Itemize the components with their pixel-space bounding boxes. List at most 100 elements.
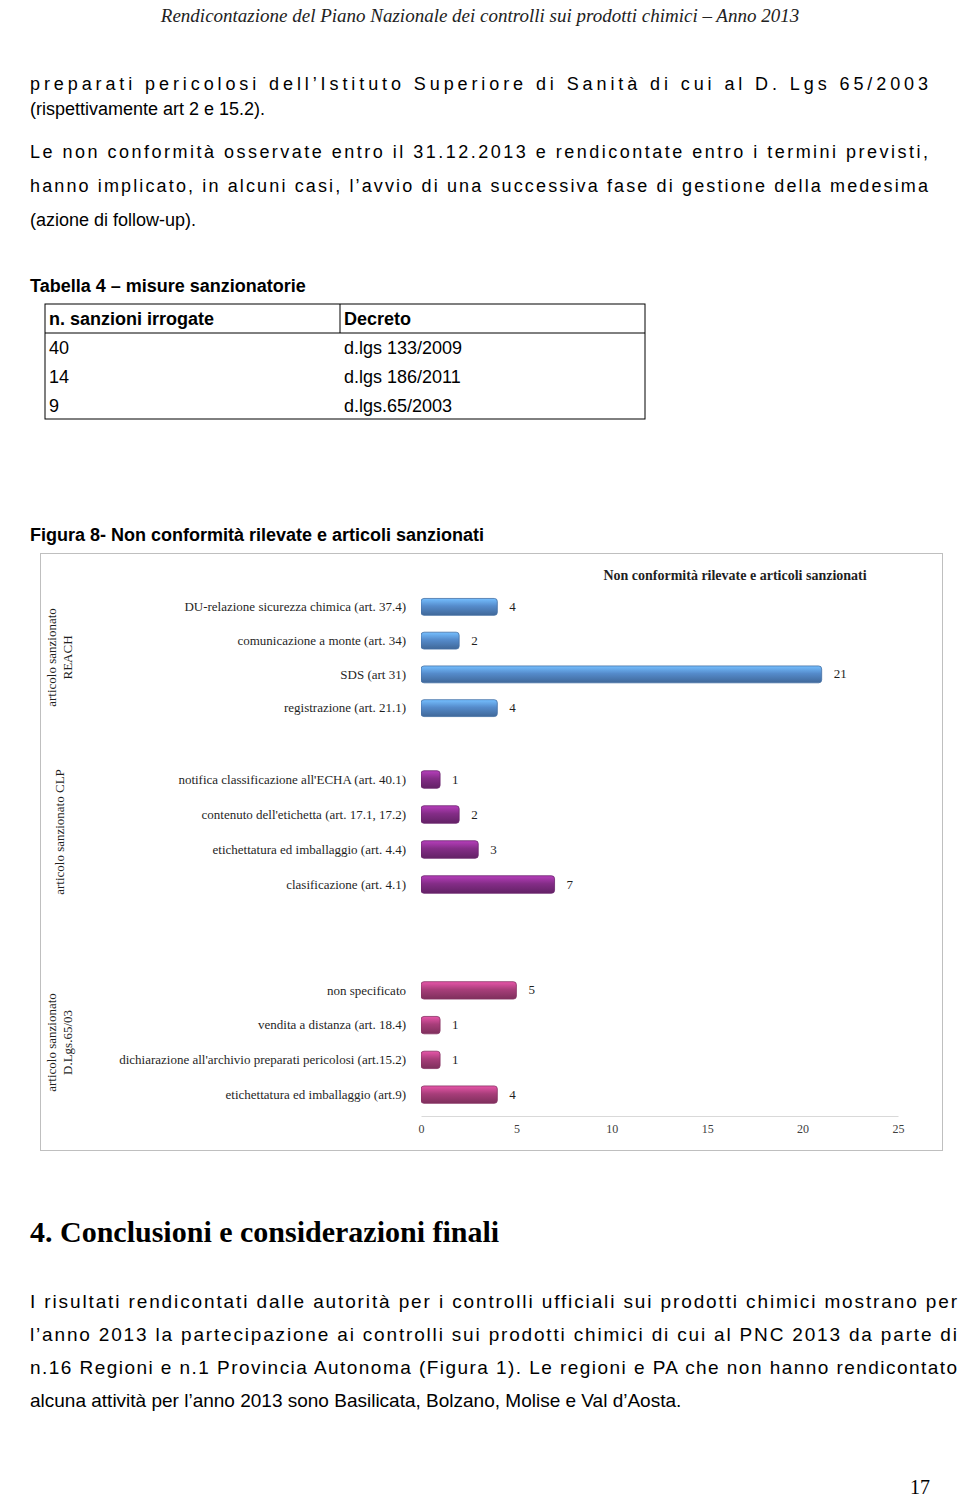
table-cell: 40 <box>49 338 69 358</box>
paragraph-line: I risultati rendicontati dalle autorità … <box>30 1291 958 1312</box>
data-label: 4 <box>509 1087 516 1102</box>
figure-caption: Figura 8- Non conformità rilevate e arti… <box>30 525 484 545</box>
page: Rendicontazione del Piano Nazionale dei … <box>0 0 960 1497</box>
bar <box>421 982 516 999</box>
category-axis: non specificato vendita a distanza (art. … <box>119 983 421 1102</box>
category-label: comunicazione a monte (art. 34) <box>237 633 406 648</box>
x-tick: 15 <box>702 1116 714 1136</box>
data-label: 1 <box>452 1052 459 1067</box>
category-tick: registrazione (art. 21.1) <box>284 700 421 715</box>
bar <box>421 806 459 824</box>
category-label: etichettatura ed imballaggio (art. 4.4) <box>213 842 406 857</box>
paragraph-line: alcuna attività per l’anno 2013 sono Bas… <box>30 1390 681 1411</box>
data-label: 1 <box>452 1017 459 1032</box>
data-label: 3 <box>490 842 497 857</box>
paragraph-line: preparati pericolosi dell’Istituto Super… <box>30 74 928 94</box>
section-heading: 4. Conclusioni e considerazioni finali <box>30 1215 499 1248</box>
paragraph-line: (rispettivamente art 2 e 15.2). <box>30 99 265 119</box>
paragraph-line: hanno implicato, in alcuni casi, l’avvio… <box>30 176 929 196</box>
table: n. sanzioni irrogate Decreto 40 d.lgs 133/2… <box>45 304 645 419</box>
category-label: vendita a distanza (art. 18.4) <box>258 1017 406 1032</box>
data-label: 21 <box>834 666 847 681</box>
group-label: articolo sanzionato <box>44 608 59 707</box>
category-label: etichettatura ed imballaggio (art.9) <box>226 1087 406 1102</box>
chart-title: Non conformità rilevate e articoli sanzi… <box>603 568 866 583</box>
category-label: notifica classificazione all'ECHA (art. … <box>178 772 406 787</box>
data-label: 4 <box>509 700 516 715</box>
table-header: n. sanzioni irrogate <box>49 309 214 329</box>
category-label: dichiarazione all'archivio preparati per… <box>119 1052 406 1067</box>
category-tick: etichettatura ed imballaggio (art. 4.4) <box>213 842 421 857</box>
bars <box>421 598 822 1103</box>
bar <box>421 632 459 649</box>
page-number: 17 <box>910 1476 930 1497</box>
category-label: clasificazione (art. 4.1) <box>286 877 406 892</box>
bar <box>421 841 478 859</box>
table-cell: 9 <box>49 396 59 416</box>
bar <box>421 1051 440 1068</box>
table-border <box>45 304 645 419</box>
category-tick: notifica classificazione all'ECHA (art. … <box>178 772 421 787</box>
data-label: 1 <box>452 772 459 787</box>
data-labels: 4 2 21 4 1 2 3 7 5 1 1 4 <box>452 599 847 1102</box>
paragraph-line: (azione di follow-up). <box>30 210 196 230</box>
category-axis: notifica classificazione all'ECHA (art. … <box>178 772 421 892</box>
x-tick: 25 <box>893 1116 905 1136</box>
x-tick: 20 <box>797 1116 809 1136</box>
data-label: 7 <box>567 877 574 892</box>
x-axis: 0 5 10 15 20 25 <box>419 1116 905 1136</box>
category-label: DU-relazione sicurezza chimica (art. 37.… <box>184 599 406 614</box>
table-cell: d.lgs.65/2003 <box>344 396 452 416</box>
bar <box>421 771 440 789</box>
paragraph-line: n.16 Regioni e n.1 Provincia Autonoma (F… <box>30 1357 957 1378</box>
page-canvas: Rendicontazione del Piano Nazionale dei … <box>0 0 960 1497</box>
table-cell: d.lgs 133/2009 <box>344 338 462 358</box>
bar <box>421 598 497 615</box>
bar <box>421 1016 440 1033</box>
table-cell: d.lgs 186/2011 <box>344 367 461 387</box>
group-label: articolo sanzionato <box>44 993 59 1092</box>
category-tick: vendita a distanza (art. 18.4) <box>258 1017 421 1032</box>
table-header: Decreto <box>344 309 411 329</box>
page-header: Rendicontazione del Piano Nazionale dei … <box>160 5 799 26</box>
chart: Non conformità rilevate e articoli sanzi… <box>41 554 943 1151</box>
group-label: REACH <box>60 635 75 679</box>
bar <box>421 666 822 683</box>
category-tick: clasificazione (art. 4.1) <box>286 877 421 892</box>
table-caption: Tabella 4 – misure sanzionatorie <box>30 276 306 296</box>
category-tick: dichiarazione all'archivio preparati per… <box>119 1052 421 1067</box>
category-label: contenuto dell'etichetta (art. 17.1, 17.… <box>202 807 407 822</box>
chart-frame <box>41 554 943 1151</box>
x-tick-label: 0 <box>419 1122 425 1136</box>
x-tick-label: 25 <box>893 1122 905 1136</box>
x-tick: 5 <box>514 1116 520 1136</box>
category-label: SDS (art 31) <box>340 667 406 682</box>
data-label: 2 <box>471 633 478 648</box>
paragraph-line: l’anno 2013 la partecipazione ai control… <box>30 1324 957 1345</box>
category-label: non specificato <box>327 983 406 998</box>
bar <box>421 876 555 894</box>
category-tick: contenuto dell'etichetta (art. 17.1, 17.… <box>202 807 422 822</box>
x-tick-label: 5 <box>514 1122 520 1136</box>
category-axis: DU-relazione sicurezza chimica (art. 37.… <box>184 599 421 715</box>
axis-line <box>422 1116 899 1117</box>
data-label: 5 <box>528 982 535 997</box>
group-label: D.Lgs.65/03 <box>60 1010 75 1075</box>
background <box>0 0 960 1497</box>
category-tick: DU-relazione sicurezza chimica (art. 37.… <box>184 599 421 614</box>
table-cell: 14 <box>49 367 69 387</box>
group-label: articolo sanzionato CLP <box>52 769 67 895</box>
category-tick: comunicazione a monte (art. 34) <box>237 633 421 648</box>
data-label: 2 <box>471 807 478 822</box>
table-rule <box>45 333 645 334</box>
table-rule <box>340 304 341 333</box>
category-label: registrazione (art. 21.1) <box>284 700 406 715</box>
paragraph-line: Le non conformità osservate entro il 31.… <box>30 142 928 162</box>
bar <box>421 700 497 717</box>
x-tick: 0 <box>419 1116 425 1136</box>
category-tick: non specificato <box>327 983 421 998</box>
x-tick: 10 <box>606 1116 618 1136</box>
x-tick-label: 20 <box>797 1122 809 1136</box>
data-label: 4 <box>509 599 516 614</box>
category-tick: etichettatura ed imballaggio (art.9) <box>226 1087 421 1102</box>
